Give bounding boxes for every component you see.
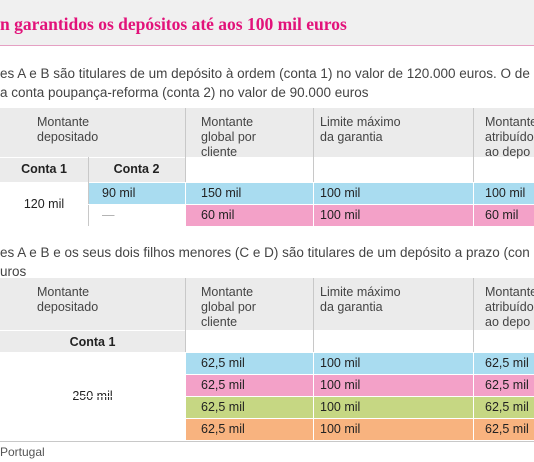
deposit-amount: 120 mil	[23, 197, 65, 211]
cell-value: 62,5 mil	[485, 356, 529, 370]
cell-value: 62,5 mil	[485, 422, 529, 436]
column-header: ao depo	[485, 145, 531, 159]
cell-value: 60 mil	[485, 208, 519, 222]
cell-value: 62,5 mil	[485, 378, 529, 392]
cell-background	[314, 205, 473, 226]
cell-background	[89, 205, 185, 226]
title-rule	[0, 45, 534, 46]
column-header: atribuído	[485, 300, 534, 314]
column-header: cliente	[201, 315, 238, 329]
column-header: cliente	[201, 145, 238, 159]
column-divider	[185, 278, 186, 352]
cell-value: 100 mil	[320, 422, 361, 436]
header-divider	[0, 157, 185, 158]
row-divider	[0, 374, 534, 375]
column-header: ao depo	[485, 315, 531, 329]
column-header: Montante	[37, 115, 90, 129]
column-divider	[313, 108, 314, 182]
header-divider	[0, 330, 185, 331]
row-divider	[88, 226, 534, 227]
cell-background	[474, 419, 534, 440]
cell-background	[474, 183, 534, 204]
column-divider	[473, 108, 474, 182]
column-divider	[313, 278, 314, 352]
cell-value: 60 mil	[201, 208, 235, 222]
column-header: da garantia	[320, 130, 383, 144]
column-divider	[473, 278, 474, 352]
cell-background	[186, 419, 313, 440]
column-divider	[88, 157, 89, 226]
cell-value: 62,5 mil	[201, 400, 245, 414]
column-header: Limite máximo	[320, 285, 401, 299]
cell-value: 62,5 mil	[201, 356, 245, 370]
row-divider	[88, 204, 534, 205]
column-header: da garantia	[320, 300, 383, 314]
column-divider	[185, 108, 186, 182]
footer-rule	[0, 441, 534, 442]
paragraph-line: es A e B são titulares de um depósito à …	[0, 66, 530, 81]
cell-background	[186, 183, 313, 204]
cell-value: 100 mil	[320, 356, 361, 370]
cell-background	[474, 353, 534, 374]
cell-value: 90 mil	[102, 186, 136, 200]
cell-background	[314, 353, 473, 374]
column-header: Limite máximo	[320, 115, 401, 129]
cell-value: 62,5 mil	[201, 422, 245, 436]
cell-background	[186, 397, 313, 418]
row-divider	[0, 440, 534, 441]
column-header: depositado	[37, 130, 99, 144]
cell-background	[186, 375, 313, 396]
cell-background	[474, 205, 534, 226]
cell-value: 100 mil	[320, 186, 361, 200]
cell-value: —	[102, 208, 115, 222]
column-header: Montante	[201, 115, 254, 129]
cell-value: 100 mil	[320, 378, 361, 392]
column-header: depositado	[37, 300, 99, 314]
cell-background	[474, 397, 534, 418]
column-header: atribuído	[485, 130, 534, 144]
paragraph-line: uros	[0, 264, 27, 279]
cell-value: 100 mil	[485, 186, 526, 200]
source: Portugal	[0, 445, 45, 459]
cell-background	[314, 375, 473, 396]
subheader: Conta 2	[113, 162, 160, 176]
cell-value: 100 mil	[320, 400, 361, 414]
title-band	[0, 0, 534, 45]
column-header: Montante	[485, 285, 534, 299]
title: n garantidos os depósitos até aos 100 mi…	[0, 14, 347, 34]
paragraph-line: a conta poupança-reforma (conta 2) no va…	[0, 85, 369, 100]
column-header: Montante	[485, 115, 534, 129]
header-background	[0, 278, 534, 330]
cell-value: 100 mil	[320, 208, 361, 222]
column-header: global por	[201, 300, 256, 314]
cell-background	[186, 205, 313, 226]
paragraph-line: es A e B e os seus dois filhos menores (…	[0, 245, 530, 260]
subheader: Conta 1	[21, 162, 67, 176]
subheader: Conta 1	[69, 335, 116, 349]
cell-value: 150 mil	[201, 186, 242, 200]
row-divider	[0, 418, 534, 419]
cell-background	[314, 183, 473, 204]
header-background	[0, 108, 534, 157]
column-header: Montante	[201, 285, 254, 299]
column-header: Montante	[37, 285, 90, 299]
cell-background	[314, 397, 473, 418]
cell-value: 62,5 mil	[201, 378, 245, 392]
column-header: global por	[201, 130, 256, 144]
row-divider	[0, 396, 534, 397]
cell-background	[314, 419, 473, 440]
subheader-background	[0, 330, 185, 352]
cell-background	[474, 375, 534, 396]
cell-value: 62,5 mil	[485, 400, 529, 414]
cell-background	[89, 183, 185, 204]
cell-background	[186, 353, 313, 374]
subheader-background	[0, 157, 185, 182]
